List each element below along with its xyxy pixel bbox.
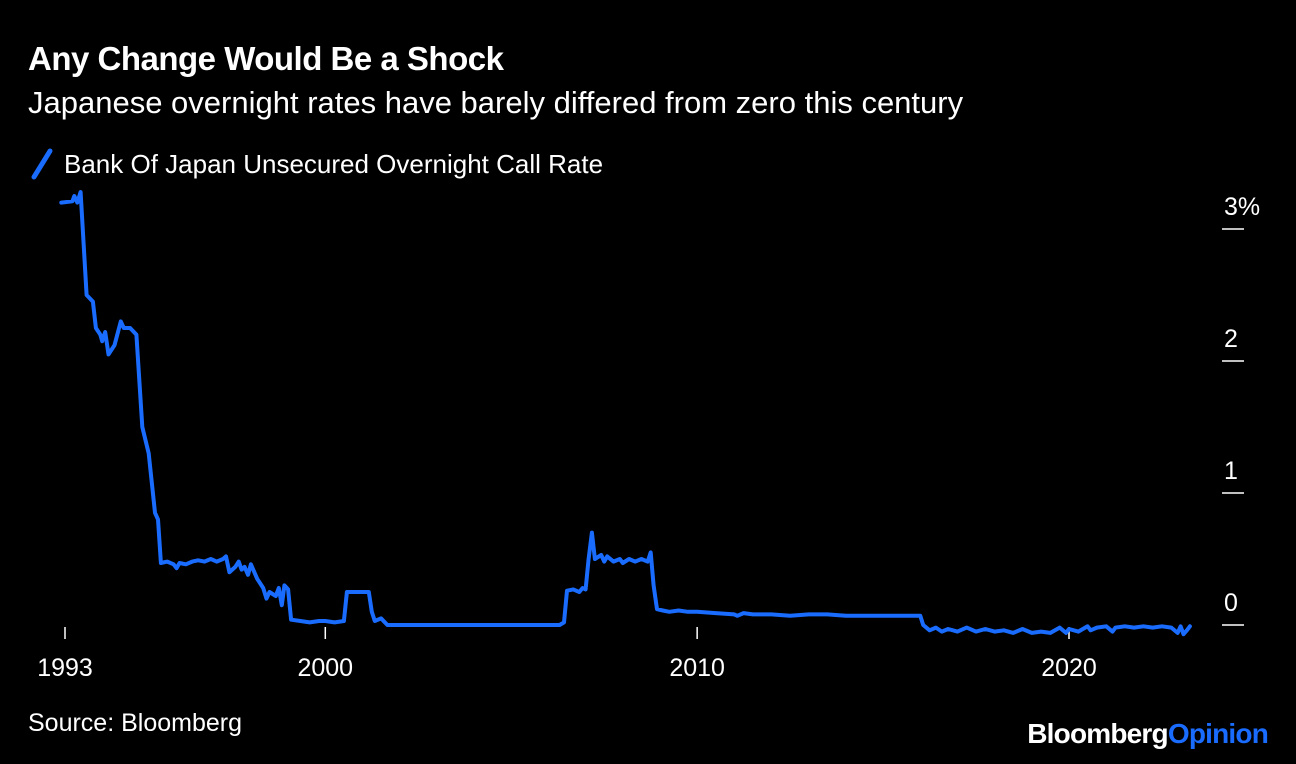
series-line [59, 190, 1192, 637]
y-tick-label: 1 [1224, 457, 1238, 485]
x-tick-label: 2020 [1041, 654, 1097, 682]
legend-label: Bank Of Japan Unsecured Overnight Call R… [64, 148, 604, 179]
x-tick-label: 2000 [297, 654, 353, 682]
y-tick-label: 2 [1224, 325, 1238, 353]
y-tick-label: 3% [1224, 193, 1260, 221]
chart-title: Any Change Would Be a Shock [28, 40, 504, 77]
logo-opinion: Opinion [1167, 718, 1269, 749]
logo-bloomberg: Bloomberg [1027, 718, 1168, 749]
bloomberg-opinion-logo: BloombergOpinion [1027, 718, 1269, 750]
legend: Bank Of Japan Unsecured Overnight Call R… [30, 146, 603, 182]
x-tick-label: 1993 [37, 654, 93, 682]
chart-subtitle: Japanese overnight rates have barely dif… [28, 85, 964, 120]
y-tick-label: 0 [1224, 589, 1238, 617]
source-note: Source: Bloomberg [28, 709, 243, 737]
x-tick-label: 2010 [669, 654, 725, 682]
legend-swatch [31, 148, 53, 180]
